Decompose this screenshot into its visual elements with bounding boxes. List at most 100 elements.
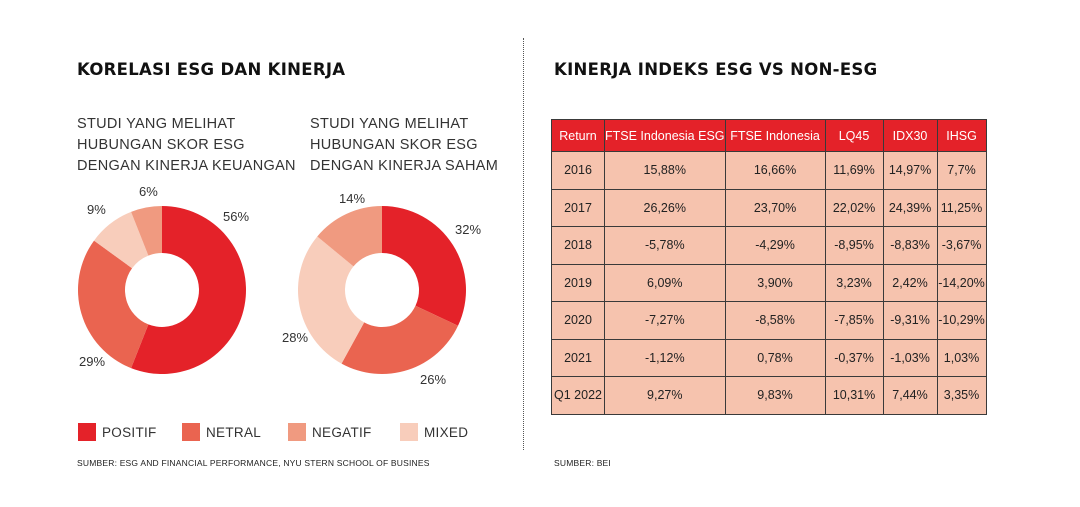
table-cell: -14,20% [936,263,987,302]
table-cell: 3,90% [724,263,826,302]
table-cell: 14,97% [882,151,938,190]
table-cell: 11,25% [936,188,987,227]
donut1-label-netral: 29% [79,354,106,369]
donut2-subtitle-line: STUDI YANG MELIHAT [310,116,469,132]
legend-item-positif: POSITIF [78,423,182,441]
table-cell: 7,44% [882,376,938,415]
table-cell: -1,03% [882,338,938,377]
donut-chart-financial [77,206,246,374]
donut1-label-mixed: 9% [87,202,106,217]
donut-slice-negatif [317,206,382,267]
table-cell: -7,27% [604,301,726,340]
table-row: 2017 26,26% 23,70% 22,02% 24,39% 11,25% [551,188,987,227]
chart-legend: POSITIF NETRAL NEGATIF MIXED [78,423,468,441]
table-row: Q1 2022 9,27% 9,83% 10,31% 7,44% 3,35% [551,376,987,415]
donut2-label-positif: 32% [455,222,482,237]
donut1-label-negatif: 6% [139,184,158,199]
right-source: SUMBER: BEI [554,458,611,468]
table-cell: 3,35% [936,376,987,415]
donut1-subtitle-line: HUBUNGAN SKOR ESG [77,137,245,153]
table-row: 2019 6,09% 3,90% 3,23% 2,42% -14,20% [551,263,987,302]
legend-item-mixed: MIXED [400,423,468,441]
column-header: FTSE Indonesia [724,119,826,152]
table-cell: 6,09% [604,263,726,302]
donut1-label-positif: 56% [223,209,250,224]
legend-swatch [182,423,200,441]
table-cell: -8,58% [724,301,826,340]
table-cell: 10,31% [824,376,884,415]
legend-label: NEGATIF [312,424,372,440]
donut-slice-positif [131,206,246,374]
donut-slice-negatif [131,206,162,256]
right-title: KINERJA INDEKS ESG VS NON-ESG [554,60,878,79]
donut2-subtitle-line: HUBUNGAN SKOR ESG [310,137,478,153]
table-header-row: Return FTSE Indonesia ESG FTSE Indonesia… [551,119,987,152]
donut1-subtitle-line: DENGAN KINERJA KEUANGAN [77,158,296,174]
donut2-subtitle: STUDI YANG MELIHAT HUBUNGAN SKOR ESG DEN… [310,114,498,177]
table-cell: -7,85% [824,301,884,340]
donut-slice-mixed [94,211,149,269]
legend-label: NETRAL [206,424,262,440]
table-cell: -8,95% [824,226,884,265]
table-cell: -10,29% [936,301,987,340]
panel-divider [523,38,524,450]
table-cell: -0,37% [824,338,884,377]
legend-label: MIXED [424,424,469,440]
donut2-label-mixed: 28% [282,330,309,345]
table-cell: -8,83% [882,226,938,265]
table-cell: -9,31% [882,301,938,340]
table-cell: Q1 2022 [551,376,605,415]
table-cell: 2,42% [882,263,938,302]
left-source: SUMBER: ESG AND FINANCIAL PERFORMANCE, N… [77,458,430,468]
donut-chart-stock [298,206,466,374]
legend-swatch [400,423,418,441]
table-cell: 9,83% [724,376,826,415]
donut2-label-netral: 26% [420,372,447,387]
table-cell: -3,67% [936,226,987,265]
table-cell: 15,88% [604,151,726,190]
donut1-subtitle-line: STUDI YANG MELIHAT [77,116,236,132]
table-cell: 2016 [551,151,605,190]
table-cell: 2019 [551,263,605,302]
donut-slice-mixed [298,236,365,364]
table-row: 2020 -7,27% -8,58% -7,85% -9,31% -10,29% [551,301,987,340]
table-row: 2018 -5,78% -4,29% -8,95% -8,83% -3,67% [551,226,987,265]
column-header: Return [551,119,605,152]
table-cell: 2017 [551,188,605,227]
column-header: IHSG [936,119,987,152]
legend-item-negatif: NEGATIF [288,423,400,441]
table-cell: 2020 [551,301,605,340]
table-cell: 1,03% [936,338,987,377]
legend-item-netral: NETRAL [182,423,288,441]
donut2-label-negatif: 14% [339,191,366,206]
table-cell: 23,70% [724,188,826,227]
table-row: 2021 -1,12% 0,78% -0,37% -1,03% 1,03% [551,338,987,377]
table-cell: 3,23% [824,263,884,302]
table-cell: 7,7% [936,151,987,190]
table-cell: 16,66% [724,151,826,190]
donut2-subtitle-line: DENGAN KINERJA SAHAM [310,158,499,174]
table-cell: 24,39% [882,188,938,227]
column-header: FTSE Indonesia ESG [604,119,726,152]
table-cell: 2021 [551,338,605,377]
donut1-subtitle: STUDI YANG MELIHAT HUBUNGAN SKOR ESG DEN… [77,114,296,177]
table-cell: 0,78% [724,338,826,377]
table-cell: 9,27% [604,376,726,415]
table-cell: 22,02% [824,188,884,227]
table-cell: 2018 [551,226,605,265]
column-header: IDX30 [882,119,938,152]
performance-table: Return FTSE Indonesia ESG FTSE Indonesia… [551,119,987,415]
table-cell: -4,29% [724,226,826,265]
donut-slice-positif [382,206,466,326]
donut-charts-svg [77,206,466,374]
table-cell: -1,12% [604,338,726,377]
table-cell: 26,26% [604,188,726,227]
left-title: KORELASI ESG DAN KINERJA [77,60,346,79]
legend-swatch [78,423,96,441]
table-cell: -5,78% [604,226,726,265]
table-cell: 11,69% [824,151,884,190]
column-header: LQ45 [824,119,884,152]
legend-label: POSITIF [102,424,157,440]
table-row: 2016 15,88% 16,66% 11,69% 14,97% 7,7% [551,151,987,190]
donut-slice-netral [77,240,149,369]
